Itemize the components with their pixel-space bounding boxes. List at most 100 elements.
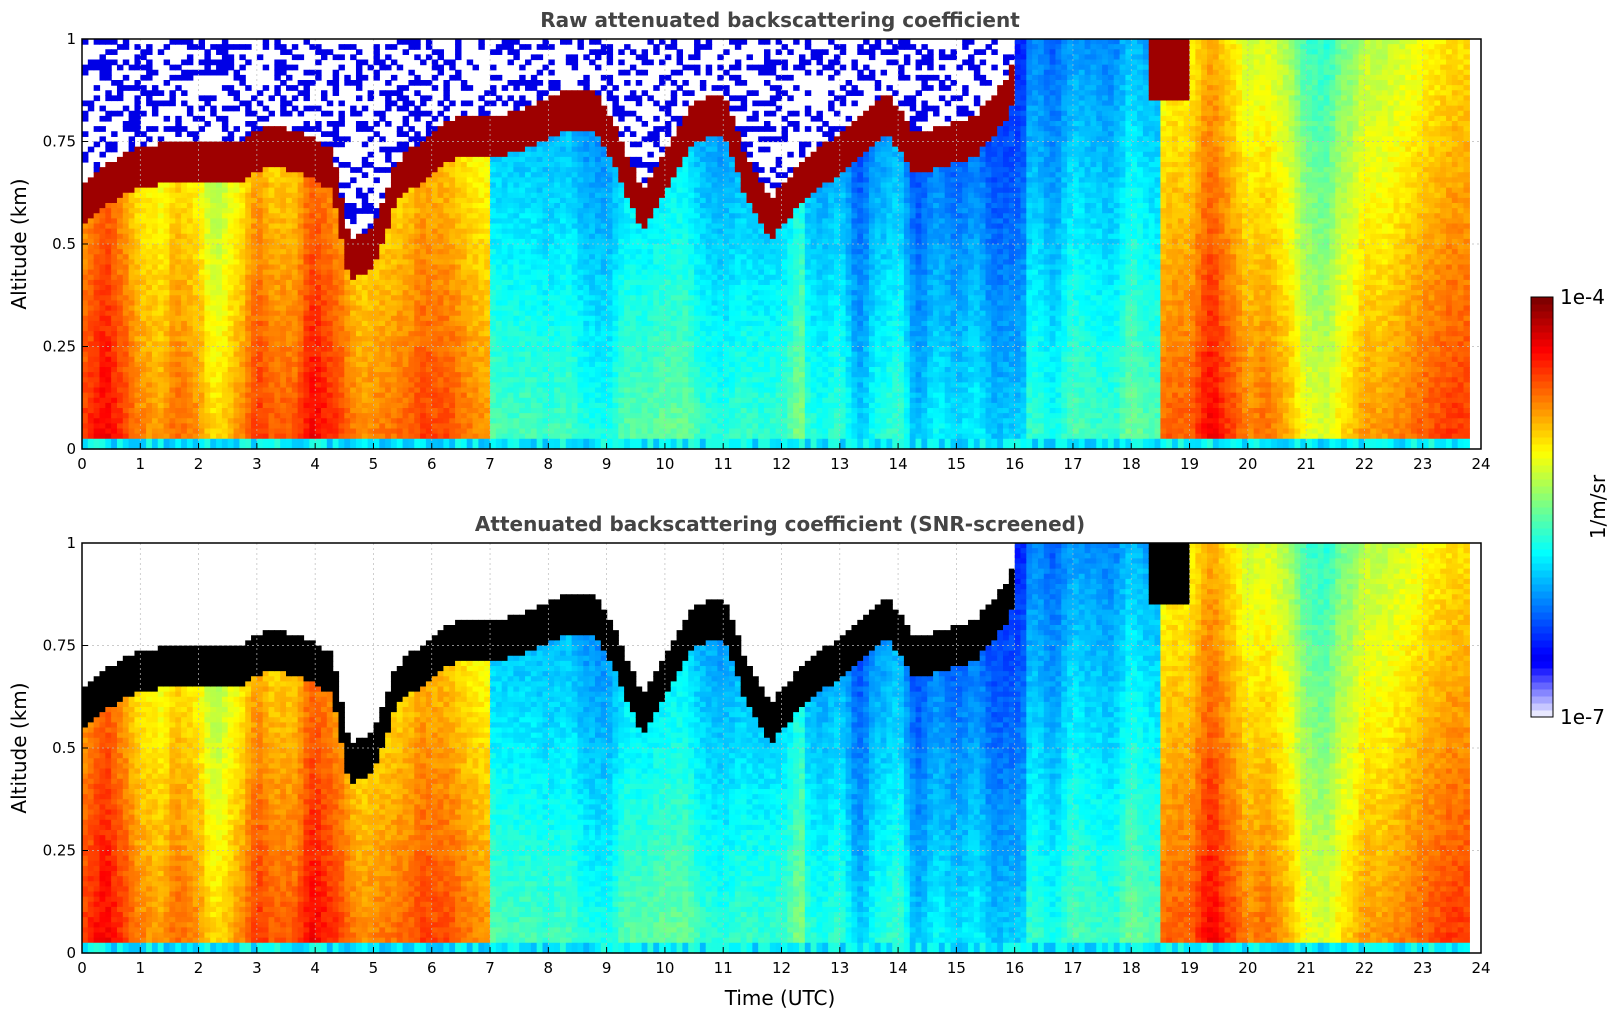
heatmap-cell — [88, 372, 94, 378]
heatmap-cell — [129, 285, 135, 291]
heatmap-cell — [449, 408, 455, 414]
heatmap-cell — [432, 285, 438, 291]
heatmap-cell — [105, 208, 111, 214]
heatmap-cell — [129, 126, 135, 132]
heatmap-cell — [193, 331, 199, 337]
heatmap-cell — [105, 285, 111, 291]
heatmap-cell — [146, 65, 152, 71]
heatmap-cell — [239, 54, 245, 60]
heatmap-cell — [420, 167, 426, 173]
heatmap-cell — [99, 362, 105, 368]
heatmap-cell — [105, 423, 111, 429]
heatmap-cell — [385, 188, 391, 194]
heatmap-cell — [245, 213, 251, 219]
heatmap-cell — [99, 290, 105, 296]
heatmap-cell — [414, 434, 420, 440]
heatmap-cell — [129, 316, 135, 322]
heatmap-cell — [385, 295, 391, 301]
heatmap-cell — [134, 275, 140, 281]
heatmap-cell — [245, 183, 251, 189]
heatmap-cell — [338, 326, 344, 332]
heatmap-cell — [309, 418, 315, 424]
heatmap-cell — [333, 382, 339, 388]
heatmap-cell — [338, 367, 344, 373]
heatmap-cell — [222, 285, 228, 291]
heatmap-cell — [455, 352, 461, 358]
heatmap-cell — [397, 265, 403, 271]
heatmap-cell — [274, 75, 280, 81]
heatmap-cell — [216, 259, 222, 265]
heatmap-cell — [490, 423, 496, 429]
heatmap-cell — [181, 403, 187, 409]
heatmap-cell — [111, 167, 117, 173]
heatmap-cell — [164, 367, 170, 373]
heatmap-cell — [239, 434, 245, 440]
heatmap-cell — [204, 321, 210, 327]
heatmap-cell — [455, 49, 461, 55]
heatmap-cell — [152, 408, 158, 414]
heatmap-cell — [251, 95, 257, 101]
heatmap-cell — [327, 280, 333, 286]
heatmap-cell — [239, 439, 245, 445]
heatmap-cell — [181, 290, 187, 296]
heatmap-cell — [403, 270, 409, 276]
heatmap-cell — [169, 167, 175, 173]
heatmap-cell — [362, 295, 368, 301]
heatmap-cell — [123, 321, 129, 327]
heatmap-cell — [391, 162, 397, 168]
heatmap-cell — [315, 208, 321, 214]
heatmap-cell — [478, 106, 484, 112]
heatmap-cell — [280, 147, 286, 153]
heatmap-cell — [105, 39, 111, 45]
heatmap-cell — [292, 95, 298, 101]
heatmap-cell — [82, 357, 88, 363]
heatmap-cell — [356, 280, 362, 286]
heatmap-cell — [350, 434, 356, 440]
heatmap-cell — [362, 362, 368, 368]
heatmap-cell — [88, 275, 94, 281]
heatmap-cell — [478, 224, 484, 230]
heatmap-cell — [443, 413, 449, 419]
heatmap-cell — [379, 90, 385, 96]
heatmap-cell — [251, 254, 257, 260]
heatmap-cell — [234, 321, 240, 327]
heatmap-cell — [414, 177, 420, 183]
heatmap-cell — [99, 398, 105, 404]
heatmap-cell — [315, 408, 321, 414]
heatmap-cell — [187, 306, 193, 312]
heatmap-cell — [251, 326, 257, 332]
heatmap-cell — [344, 362, 350, 368]
heatmap-cell — [210, 224, 216, 230]
heatmap-cell — [362, 418, 368, 424]
heatmap-cell — [338, 423, 344, 429]
heatmap-cell — [490, 398, 496, 404]
heatmap-cell — [298, 388, 304, 394]
heatmap-cell — [461, 316, 467, 322]
heatmap-cell — [263, 152, 269, 158]
heatmap-cell — [123, 203, 129, 209]
heatmap-cell — [280, 403, 286, 409]
heatmap-cell — [146, 275, 152, 281]
heatmap-cell — [490, 311, 496, 317]
heatmap-cell — [210, 423, 216, 429]
heatmap-cell — [461, 157, 467, 163]
heatmap-cell — [199, 372, 205, 378]
heatmap-cell — [88, 300, 94, 306]
heatmap-cell — [304, 70, 310, 76]
heatmap-cell — [426, 229, 432, 235]
heatmap-cell — [193, 224, 199, 230]
heatmap-cell — [333, 198, 339, 204]
heatmap-cell — [490, 224, 496, 230]
heatmap-cell — [327, 213, 333, 219]
heatmap-cell — [152, 188, 158, 194]
heatmap-cell — [414, 285, 420, 291]
heatmap-cell — [484, 183, 490, 189]
heatmap-cell — [82, 413, 88, 419]
heatmap-cell — [467, 142, 473, 148]
heatmap-cell — [117, 213, 123, 219]
heatmap-cell — [263, 142, 269, 148]
heatmap-cell — [403, 116, 409, 122]
heatmap-cell — [461, 239, 467, 245]
heatmap-cell — [169, 336, 175, 342]
heatmap-cell — [193, 367, 199, 373]
